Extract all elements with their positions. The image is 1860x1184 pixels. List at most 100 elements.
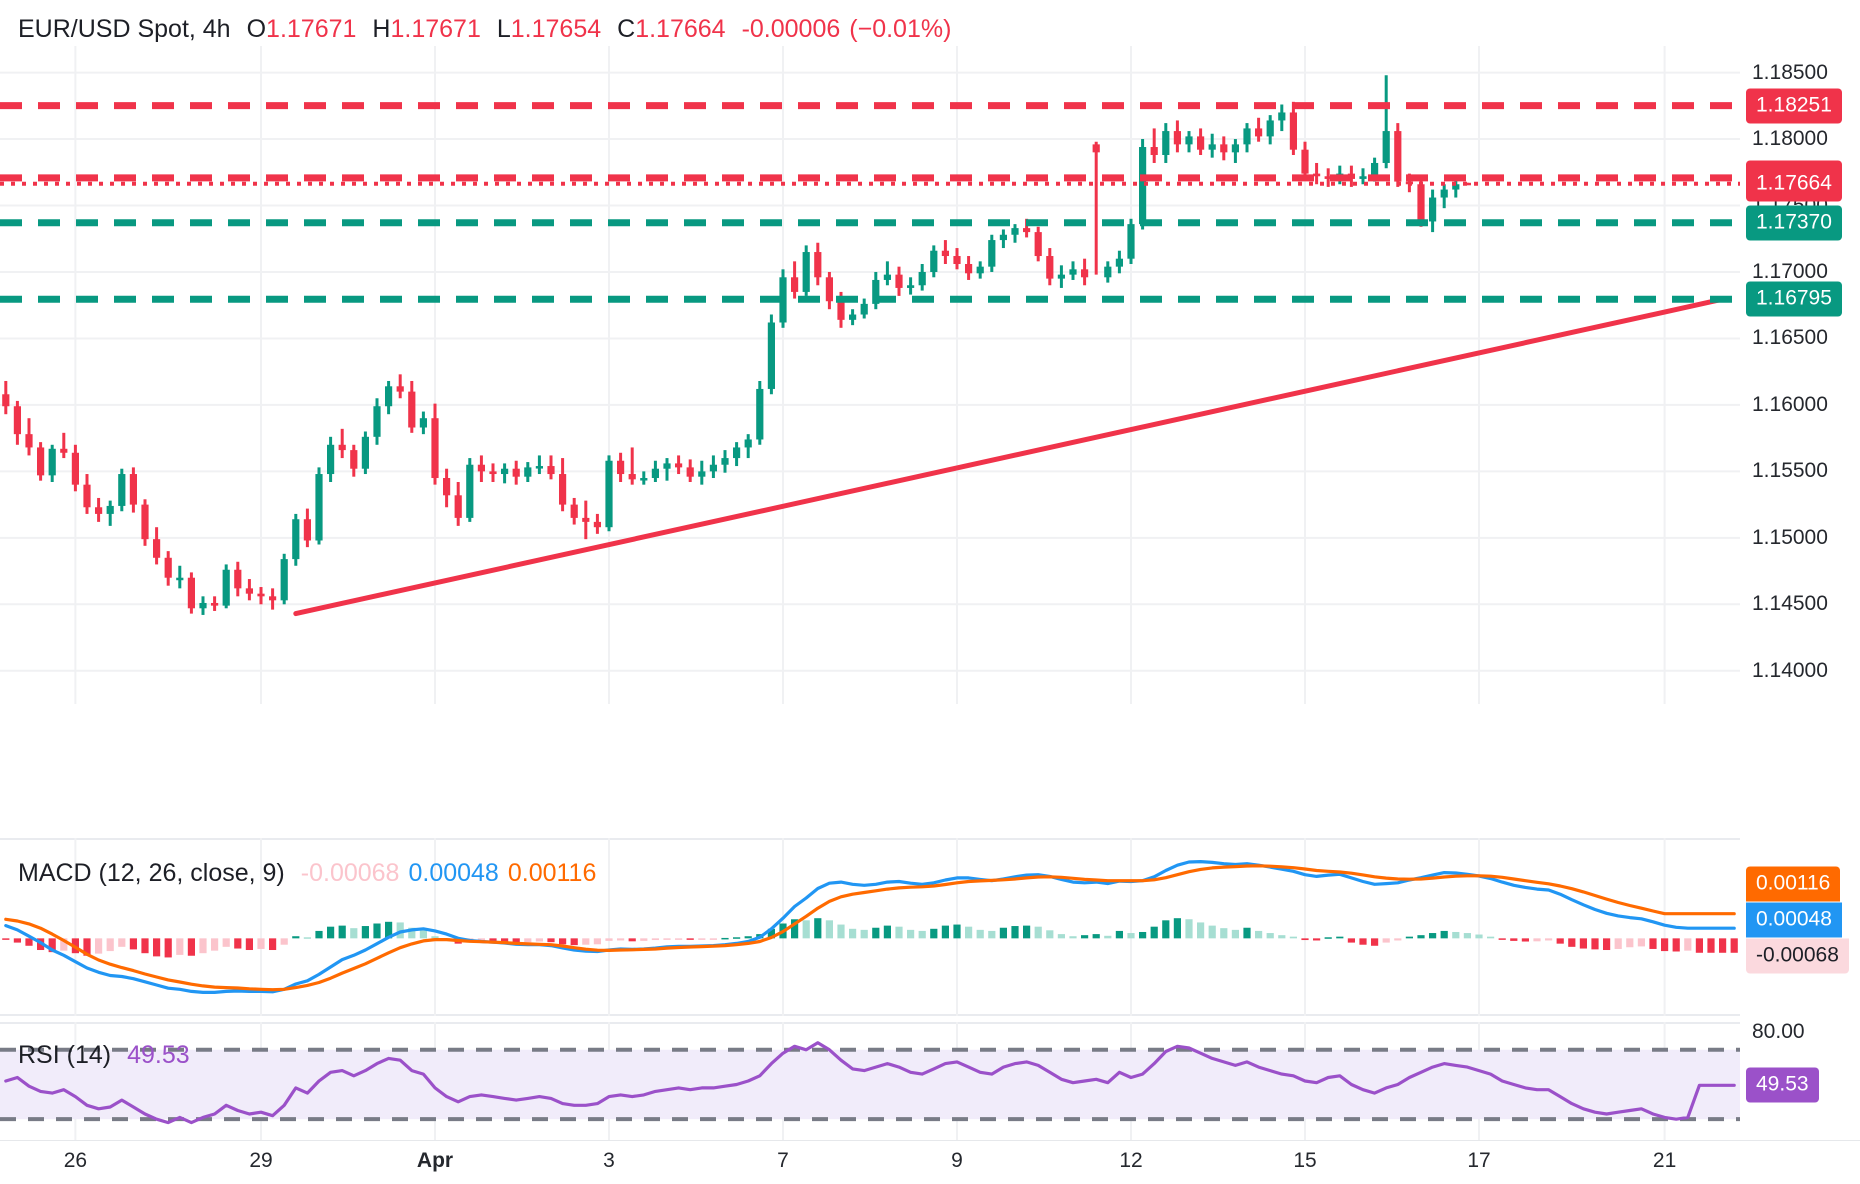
candle-body bbox=[1452, 184, 1460, 190]
candle-body bbox=[1034, 232, 1042, 257]
candle-body bbox=[883, 274, 891, 280]
macd-histogram-bar bbox=[1034, 926, 1042, 939]
macd-histogram-bar bbox=[431, 936, 439, 939]
candle-body bbox=[501, 468, 509, 475]
macd-histogram-bar bbox=[1452, 931, 1460, 939]
open-label: O bbox=[246, 15, 267, 43]
macd-histogram-bar bbox=[1301, 938, 1309, 941]
change-value: -0.00006 bbox=[741, 15, 841, 43]
resistance-level-badge-1[interactable]: 1.18251 bbox=[1746, 88, 1842, 124]
time-axis[interactable]: 26 29 Apr 3 7 9 12 15 17 21 bbox=[0, 1141, 1860, 1184]
candle-body bbox=[1243, 128, 1251, 145]
support-level-badge-1[interactable]: 1.17370 bbox=[1746, 205, 1842, 241]
rsi-value-badge[interactable]: 49.53 bbox=[1746, 1067, 1819, 1103]
time-axis-tick: 7 bbox=[777, 1149, 789, 1172]
macd-histogram-bar bbox=[1115, 930, 1123, 939]
macd-signal-value: 0.00116 bbox=[507, 859, 597, 887]
candle-body bbox=[976, 266, 984, 274]
macd-histogram-bar bbox=[1231, 929, 1239, 939]
macd-histogram-bar bbox=[965, 926, 973, 939]
symbol-label[interactable]: EUR/USD Spot, 4h bbox=[18, 15, 231, 43]
macd-histogram-bar bbox=[501, 938, 509, 942]
last-price-badge[interactable]: 1.17664 bbox=[1746, 166, 1842, 202]
macd-histogram-bar bbox=[408, 927, 416, 939]
candle-body bbox=[814, 252, 822, 278]
candle-body bbox=[257, 593, 265, 597]
macd-histogram-bar bbox=[941, 925, 949, 939]
candle-body bbox=[907, 285, 915, 288]
macd-histogram-bar bbox=[1173, 918, 1181, 939]
candle-body bbox=[1069, 269, 1077, 275]
time-axis-tick: 26 bbox=[63, 1149, 88, 1172]
candle-body bbox=[1440, 189, 1448, 198]
price-axis-tick: 1.16500 bbox=[1752, 326, 1828, 350]
rsi-axis[interactable]: 80.00 49.53 bbox=[1740, 1020, 1860, 1140]
candle-body bbox=[779, 277, 787, 323]
macd-histogram-bar bbox=[895, 926, 903, 939]
candle-body bbox=[895, 274, 903, 288]
candle-body bbox=[211, 602, 219, 606]
macd-histogram-bar bbox=[907, 929, 915, 939]
macd-histogram-bar bbox=[1440, 930, 1448, 939]
candle-body bbox=[1023, 228, 1031, 233]
candle-body bbox=[1139, 147, 1147, 225]
macd-pane[interactable] bbox=[0, 838, 1740, 1016]
macd-histogram-bar bbox=[118, 938, 126, 947]
macd-signal-line bbox=[4, 864, 1736, 992]
macd-line-badge[interactable]: 0.00048 bbox=[1746, 902, 1842, 938]
macd-hist-badge[interactable]: -0.00068 bbox=[1746, 938, 1849, 974]
rsi-pane[interactable] bbox=[0, 1022, 1740, 1140]
candle-body bbox=[327, 444, 335, 475]
candle-body bbox=[1197, 136, 1205, 150]
rsi-title[interactable]: RSI (14) bbox=[18, 1041, 112, 1069]
candle-body bbox=[176, 577, 184, 581]
candle-body bbox=[791, 277, 799, 292]
support-level-badge-2[interactable]: 1.16795 bbox=[1746, 281, 1842, 317]
macd-title[interactable]: MACD (12, 26, close, 9) bbox=[18, 859, 285, 887]
candle-body bbox=[1429, 197, 1437, 222]
candle-body bbox=[431, 418, 439, 479]
price-axis[interactable]: 1.185001.180001.175001.170001.165001.160… bbox=[1740, 46, 1860, 704]
candle-body bbox=[315, 474, 323, 541]
macd-histogram-bar bbox=[617, 938, 625, 941]
macd-histogram-bar bbox=[1324, 937, 1332, 939]
macd-histogram-bar bbox=[825, 920, 833, 939]
candle-body bbox=[988, 240, 996, 267]
candle-body bbox=[37, 447, 45, 476]
macd-histogram-bar bbox=[512, 938, 520, 943]
candle-body bbox=[686, 467, 694, 477]
candle-body bbox=[292, 519, 300, 560]
candle-body bbox=[1463, 182, 1471, 186]
candle-body bbox=[698, 471, 706, 477]
candle-body bbox=[1115, 258, 1123, 267]
macd-histogram-bar bbox=[872, 927, 880, 939]
candle-body bbox=[153, 539, 161, 558]
macd-histogram-bar bbox=[593, 938, 601, 945]
macd-histogram-bar bbox=[2, 938, 10, 940]
candle-body bbox=[199, 602, 207, 609]
macd-histogram-bar bbox=[385, 921, 393, 939]
candle-body bbox=[269, 596, 277, 601]
candle-body bbox=[1081, 269, 1089, 278]
rsi-legend: RSI (14) 49.53 bbox=[18, 1040, 190, 1070]
macd-histogram-bar bbox=[1626, 938, 1634, 948]
macd-histogram-bar bbox=[1011, 926, 1019, 939]
macd-histogram-bar bbox=[582, 938, 590, 945]
candle-body bbox=[385, 386, 393, 407]
candle-body bbox=[1382, 131, 1390, 163]
macd-histogram-bar bbox=[1139, 931, 1147, 939]
macd-axis[interactable]: 0.00116 0.00048 -0.00068 bbox=[1740, 838, 1860, 1016]
high-label: H bbox=[372, 15, 391, 43]
candle-body bbox=[605, 460, 613, 528]
macd-histogram-bar bbox=[918, 930, 926, 939]
macd-signal-badge[interactable]: 0.00116 bbox=[1746, 866, 1841, 902]
price-chart-pane[interactable] bbox=[0, 46, 1740, 704]
time-axis-tick: 15 bbox=[1293, 1149, 1317, 1172]
candle-body bbox=[733, 447, 741, 459]
price-axis-tick: 1.15500 bbox=[1752, 459, 1828, 483]
macd-histogram-bar bbox=[802, 920, 810, 939]
macd-histogram-bar bbox=[1545, 938, 1553, 941]
macd-histogram-bar bbox=[1568, 938, 1576, 947]
price-axis-tick: 1.15000 bbox=[1752, 525, 1828, 549]
price-axis-tick: 1.14500 bbox=[1752, 592, 1828, 616]
